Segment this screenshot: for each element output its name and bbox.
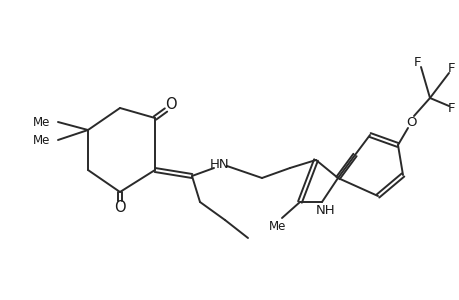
Text: HN: HN: [210, 158, 230, 170]
Text: NH: NH: [315, 203, 335, 217]
Text: F: F: [447, 61, 455, 74]
Text: O: O: [406, 116, 416, 128]
Text: O: O: [114, 200, 126, 215]
Text: Me: Me: [33, 116, 50, 128]
Text: Me: Me: [269, 220, 286, 233]
Text: O: O: [165, 97, 176, 112]
Text: F: F: [414, 56, 421, 68]
Text: F: F: [447, 101, 455, 115]
Text: Me: Me: [33, 134, 50, 146]
